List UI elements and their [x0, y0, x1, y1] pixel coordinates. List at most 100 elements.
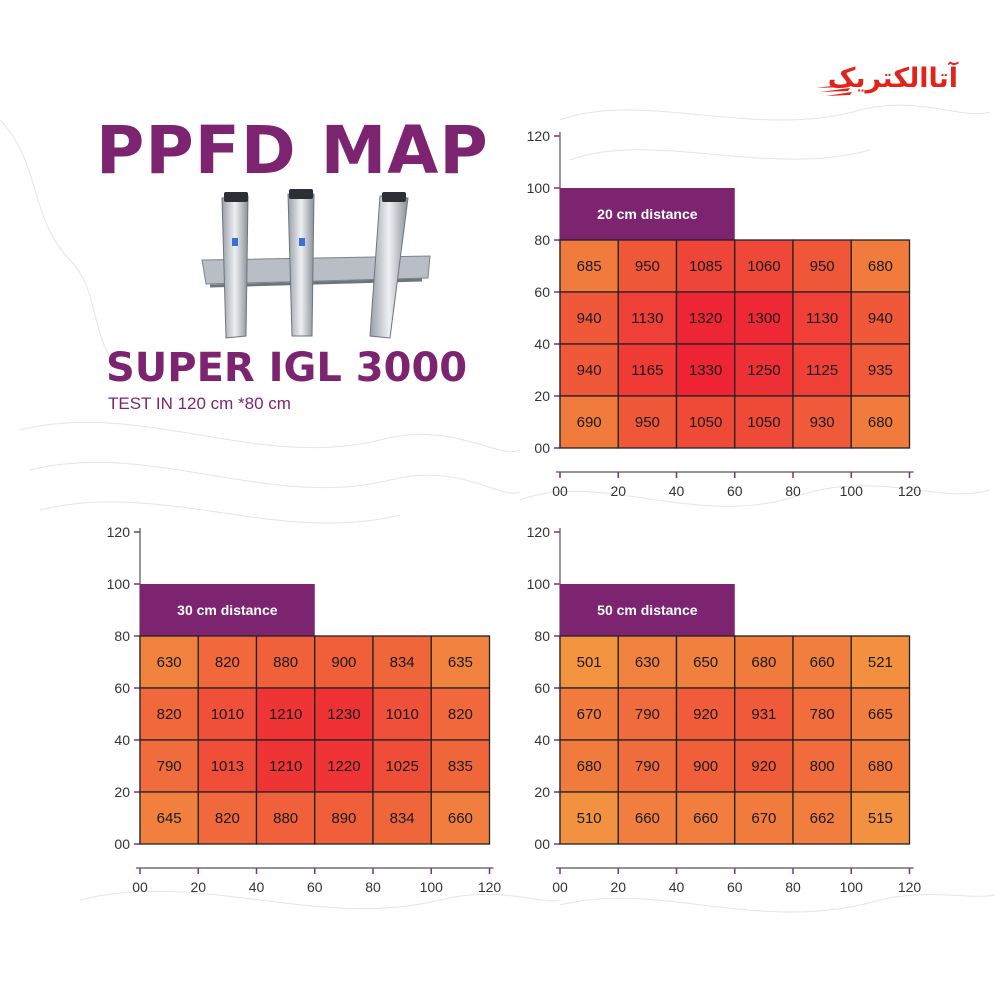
heat-cell — [617, 395, 678, 449]
heat-cell — [139, 687, 199, 741]
heat-cell — [197, 687, 258, 741]
ppfd-value: 1025 — [385, 758, 418, 775]
y-tick-label: 00 — [114, 836, 130, 852]
x-tick-label: 40 — [249, 879, 265, 895]
ppfd-value: 950 — [635, 258, 660, 275]
y-tick-label: 80 — [114, 628, 130, 644]
heat-cell — [559, 791, 619, 845]
y-tick-label: 20 — [534, 388, 550, 404]
x-tick-label: 00 — [552, 879, 568, 895]
ppfd-value: 1320 — [689, 310, 722, 327]
ppfd-value: 931 — [751, 706, 776, 723]
x-tick-label: 60 — [727, 879, 743, 895]
company-logo: آتاالکتریک — [808, 58, 958, 100]
distance-banner — [560, 188, 735, 240]
heat-cell — [850, 291, 911, 345]
heat-cell — [792, 791, 852, 845]
heat-cell — [850, 239, 911, 293]
heat-cell — [792, 291, 852, 345]
y-tick-label: 100 — [527, 180, 551, 196]
y-tick-label: 60 — [534, 284, 550, 300]
ppfd-value: 635 — [448, 654, 473, 671]
ppfd-value: 501 — [577, 654, 602, 671]
y-tick-label: 80 — [534, 232, 550, 248]
ppfd-value: 950 — [635, 414, 660, 431]
x-tick-label: 100 — [840, 483, 864, 499]
y-tick-label: 00 — [534, 440, 550, 456]
ppfd-value: 1330 — [689, 362, 722, 379]
heat-cell — [430, 791, 491, 845]
ppfd-value: 1013 — [211, 758, 244, 775]
ppfd-value: 680 — [868, 758, 893, 775]
x-tick-label: 120 — [898, 483, 922, 499]
x-tick-label: 00 — [552, 483, 568, 499]
y-tick-label: 00 — [534, 836, 550, 852]
ppfd-value: 780 — [810, 706, 835, 723]
heat-cell — [734, 395, 794, 449]
x-tick-label: 80 — [785, 483, 801, 499]
ppfd-value: 680 — [868, 258, 893, 275]
ppfd-value: 662 — [810, 810, 835, 827]
ppfd-panel-30cm: 00 20 40 60 80 100 120 00 20 40 60 80 100 120 30 cm di… — [107, 524, 502, 895]
y-tick-label: 120 — [527, 128, 551, 144]
ppfd-value: 690 — [577, 414, 602, 431]
heat-cell — [314, 791, 374, 845]
ppfd-value: 790 — [635, 758, 660, 775]
heat-cell — [197, 635, 258, 689]
y-tick-label: 20 — [114, 784, 130, 800]
y-tick-label: 120 — [107, 524, 131, 540]
ppfd-value: 1050 — [689, 414, 722, 431]
distance-banner — [140, 584, 315, 636]
ppfd-value: 820 — [215, 654, 240, 671]
ppfd-value: 940 — [577, 310, 602, 327]
ppfd-value: 900 — [693, 758, 718, 775]
ppfd-value: 1210 — [269, 758, 302, 775]
ppfd-value: 940 — [577, 362, 602, 379]
logo-text: آتاالکتریک — [827, 63, 958, 94]
ppfd-value: 660 — [448, 810, 473, 827]
ppfd-value: 940 — [868, 310, 893, 327]
heat-cell — [850, 635, 911, 689]
heat-cell — [430, 739, 491, 793]
heat-cell — [559, 239, 619, 293]
ppfd-value: 790 — [157, 758, 182, 775]
x-tick-label: 40 — [669, 483, 685, 499]
ppfd-value: 515 — [868, 810, 893, 827]
distance-label: 20 cm distance — [597, 206, 698, 222]
y-tick-label: 80 — [534, 628, 550, 644]
heat-cell — [675, 395, 736, 449]
heat-cell — [675, 635, 736, 689]
y-tick-label: 20 — [534, 784, 550, 800]
ppfd-value: 834 — [390, 654, 415, 671]
ppfd-value: 1125 — [806, 362, 838, 379]
ppfd-value: 670 — [577, 706, 602, 723]
ppfd-value: 834 — [390, 810, 415, 827]
distance-banner — [560, 584, 735, 636]
ppfd-value: 890 — [331, 810, 356, 827]
ppfd-value: 1010 — [211, 706, 244, 723]
ppfd-value: 1165 — [631, 362, 663, 379]
heat-cell — [617, 687, 678, 741]
heat-cell — [617, 239, 678, 293]
heat-cell — [255, 739, 316, 793]
grow-light-fixture-icon — [201, 189, 431, 339]
ppfd-value: 685 — [577, 258, 602, 275]
heat-cell — [430, 687, 491, 741]
x-tick-label: 80 — [785, 879, 801, 895]
y-tick-label: 100 — [527, 576, 551, 592]
heat-cell — [255, 687, 316, 741]
heat-cell — [139, 739, 199, 793]
heat-cell — [675, 687, 736, 741]
y-tick-label: 40 — [114, 732, 130, 748]
ppfd-value: 950 — [810, 258, 835, 275]
heat-cell — [255, 635, 316, 689]
x-tick-label: 120 — [478, 879, 502, 895]
x-tick-label: 60 — [307, 879, 323, 895]
x-tick-label: 80 — [365, 879, 381, 895]
heat-cell — [850, 687, 911, 741]
y-tick-label: 40 — [534, 732, 550, 748]
ppfd-value: 660 — [810, 654, 835, 671]
ppfd-value: 935 — [868, 362, 893, 379]
heat-cell — [430, 635, 491, 689]
distance-label: 50 cm distance — [597, 602, 698, 618]
